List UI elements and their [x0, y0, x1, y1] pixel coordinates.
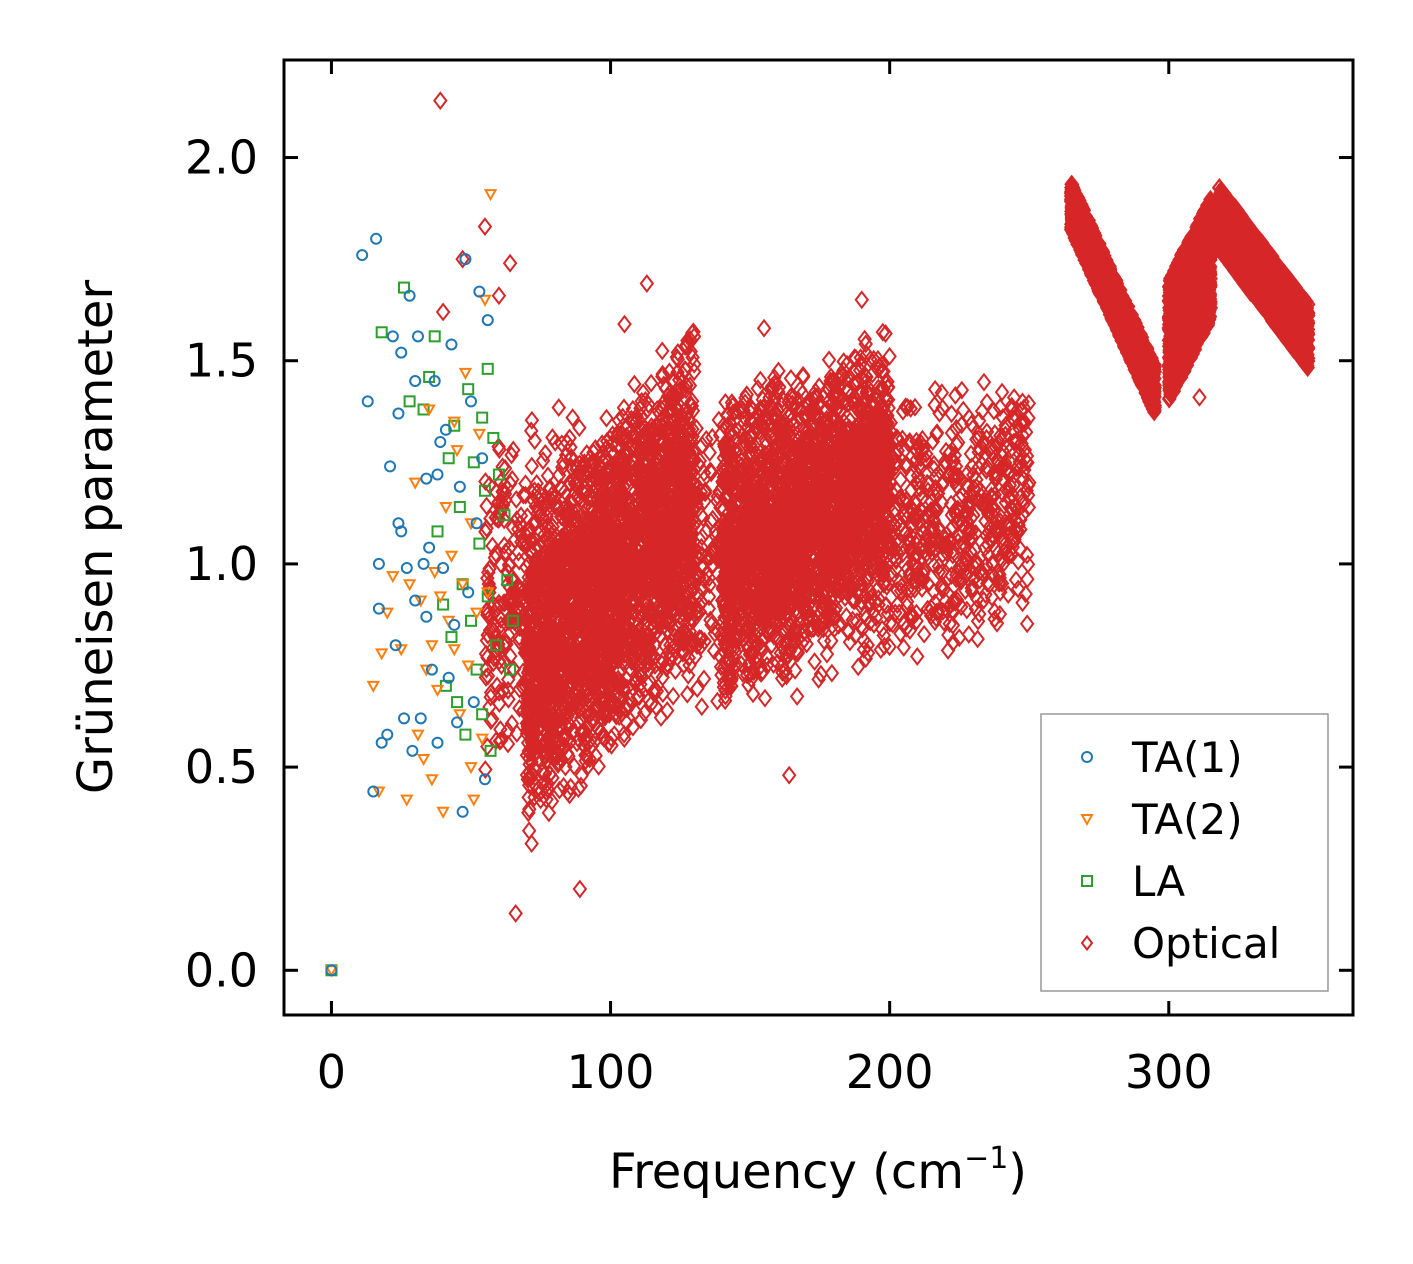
- optical-point: [653, 708, 669, 728]
- optical-point: [926, 555, 942, 575]
- optical-point: [701, 568, 717, 588]
- optical-point: [994, 382, 1010, 402]
- optical-point: [934, 575, 950, 595]
- optical-point: [1020, 569, 1035, 589]
- optical-point: [896, 638, 911, 657]
- optical-point: [625, 717, 641, 737]
- optical-point: [665, 686, 681, 706]
- optical-point: [945, 633, 961, 652]
- optical-point: [506, 659, 522, 679]
- optical-point: [504, 445, 519, 465]
- optical-point: [824, 663, 840, 683]
- optical-point: [524, 410, 540, 430]
- optical-point: [916, 624, 932, 644]
- optical-point: [710, 691, 725, 711]
- optical-point: [888, 559, 904, 579]
- optical-point: [986, 401, 1002, 421]
- optical-point: [789, 686, 805, 706]
- marker-layer: [324, 91, 1316, 978]
- optical-point: [1008, 570, 1024, 590]
- optical-point: [956, 400, 971, 420]
- optical-point: [654, 341, 670, 361]
- optical-point: [927, 379, 943, 399]
- optical-point: [697, 481, 713, 501]
- optical-point: [899, 592, 915, 612]
- optical-point: [1019, 614, 1035, 634]
- optical-point: [739, 385, 755, 405]
- optical-point: [900, 397, 915, 417]
- optical-point: [659, 701, 675, 721]
- optical-point: [757, 688, 773, 708]
- optical-point: [500, 721, 516, 741]
- optical-point: [882, 637, 897, 657]
- optical-point: [902, 431, 917, 451]
- optical-point: [807, 652, 822, 672]
- optical-point: [692, 629, 707, 649]
- optical-point: [694, 697, 710, 717]
- optical-point: [690, 679, 705, 699]
- optical-point: [909, 647, 925, 666]
- optical-point: [551, 398, 567, 418]
- optical-point: [521, 821, 537, 841]
- optical-point: [680, 684, 695, 704]
- optical-point: [478, 760, 493, 779]
- optical-point: [895, 401, 911, 421]
- optical-point: [898, 618, 914, 638]
- optical-point: [877, 636, 892, 656]
- optical-point: [511, 551, 527, 571]
- optical-point: [944, 404, 959, 424]
- optical-point: [538, 443, 553, 463]
- optical-point: [599, 408, 614, 428]
- optical-point: [1000, 585, 1016, 605]
- optical-point: [964, 414, 979, 434]
- optical-point: [976, 372, 992, 392]
- optical-point: [753, 370, 768, 390]
- optical-point: [524, 834, 539, 854]
- optical-point: [903, 399, 918, 418]
